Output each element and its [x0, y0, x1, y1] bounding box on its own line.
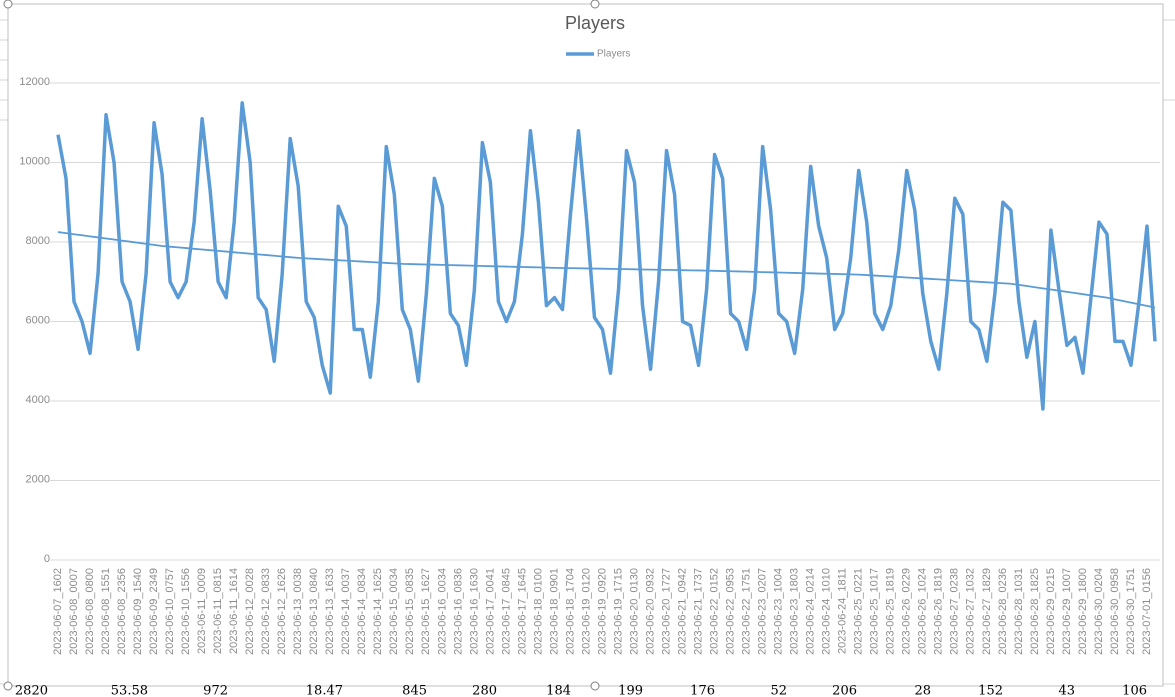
resize-handles	[3, 0, 600, 691]
sheet-cell: 845	[402, 684, 427, 697]
x-tick-label: 2023-06-17_0041	[484, 568, 496, 655]
x-tick-label: 2023-06-17_0845	[500, 568, 512, 655]
x-tick-label: 2023-06-30_0204	[1093, 568, 1105, 655]
x-tick-label: 2023-06-15_0034	[388, 568, 400, 655]
x-tick-label: 2023-06-29_1007	[1061, 568, 1073, 655]
x-tick-label: 2023-06-12_0833	[260, 568, 272, 655]
x-tick-label: 2023-06-11_1614	[228, 568, 240, 654]
sheet-cell: 43	[1058, 684, 1075, 697]
x-tick-label: 2023-06-13_0038	[292, 568, 304, 655]
x-tick-label: 2023-06-07_1602	[52, 568, 64, 655]
x-tick-label: 2023-06-24_0214	[805, 568, 817, 655]
sheet-cell: 280	[472, 684, 497, 697]
y-tick-label: 4000	[26, 394, 50, 406]
sheet-cell: 972	[203, 684, 228, 697]
y-tick-label: 6000	[26, 314, 50, 326]
x-tick-label: 2023-06-30_0958	[1109, 568, 1121, 655]
x-tick-label: 2023-06-08_0007	[68, 568, 80, 655]
sheet-cell: 18.47	[306, 684, 343, 697]
x-tick-label: 2023-06-23_0207	[757, 568, 769, 655]
x-tick-label: 2023-06-23_1803	[789, 568, 801, 655]
y-tick-label: 8000	[26, 235, 50, 247]
x-tick-label: 2023-06-10_0757	[164, 568, 176, 655]
x-tick-label: 2023-06-08_1551	[100, 568, 112, 655]
x-tick-label: 2023-06-22_0953	[725, 568, 737, 655]
chart-area[interactable]	[7, 3, 1164, 687]
x-tick-label: 2023-06-30_1751	[1125, 568, 1137, 655]
x-tick-label: 2023-06-29_1800	[1077, 568, 1089, 655]
sheet-cell: 52	[770, 684, 787, 697]
x-tick-label: 2023-07-01_0156	[1141, 568, 1153, 655]
x-tick-label: 2023-06-12_1626	[276, 568, 288, 655]
x-tick-label: 2023-06-22_1751	[741, 568, 753, 655]
x-tick-label: 2023-06-14_1625	[372, 568, 384, 655]
x-tick-label: 2023-06-24_1811	[837, 568, 849, 654]
x-tick-label: 2023-06-27_0238	[949, 568, 961, 655]
x-tick-label: 2023-06-26_1024	[917, 568, 929, 655]
sheet-cell: 199	[618, 684, 643, 697]
x-tick-label: 2023-06-20_0932	[644, 568, 656, 655]
x-tick-label: 2023-06-12_0028	[244, 568, 256, 655]
x-tick-label: 2023-06-24_1010	[821, 568, 833, 655]
x-tick-label: 2023-06-11_0815	[212, 568, 224, 654]
x-tick-label: 2023-06-26_0229	[901, 568, 913, 655]
sheet-cell: 152	[978, 684, 1003, 697]
x-tick-label: 2023-06-15_1627	[420, 568, 432, 655]
x-tick-label: 2023-06-25_1819	[885, 568, 897, 655]
sheet-cell: 206	[832, 684, 857, 697]
y-tick-label: 10000	[19, 155, 50, 167]
x-tick-label: 2023-06-15_0835	[404, 568, 416, 655]
x-tick-label: 2023-06-28_1031	[1013, 568, 1025, 655]
sheet-cell: 176	[690, 684, 715, 697]
sheet-cell: 184	[546, 684, 571, 697]
y-tick-label: 0	[44, 553, 50, 565]
x-tick-label: 2023-06-29_0215	[1045, 568, 1057, 655]
x-tick-label: 2023-06-25_1017	[869, 568, 881, 655]
x-tick-label: 2023-06-21_1737	[692, 568, 704, 655]
y-tick-label: 2000	[26, 473, 50, 485]
x-tick-label: 2023-06-19_0920	[596, 568, 608, 655]
sheet-cell: 106	[1122, 684, 1147, 697]
x-tick-label: 2023-06-28_1825	[1029, 568, 1041, 655]
x-tick-label: 2023-06-09_2349	[148, 568, 160, 655]
x-tick-label: 2023-06-27_1829	[981, 568, 993, 655]
sheet-cell: 53.58	[111, 684, 148, 697]
x-tick-label: 2023-06-25_0221	[853, 568, 865, 655]
x-tick-label: 2023-06-19_0120	[580, 568, 592, 655]
x-tick-label: 2023-06-18_1704	[564, 568, 576, 655]
x-tick-label: 2023-06-21_0942	[676, 568, 688, 655]
trendline	[57, 231, 1156, 309]
x-tick-label: 2023-06-16_0836	[452, 568, 464, 655]
x-tick-label: 2023-06-22_0152	[709, 568, 721, 655]
x-tick-label: 2023-06-14_0834	[356, 568, 368, 655]
x-tick-label: 2023-06-19_1715	[612, 568, 624, 655]
x-tick-label: 2023-06-28_0236	[997, 568, 1009, 655]
x-tick-label: 2023-06-27_1032	[965, 568, 977, 655]
x-tick-label: 2023-06-10_1556	[180, 568, 192, 655]
x-tick-label: 2023-06-14_0037	[340, 568, 352, 655]
x-tick-label: 2023-06-08_2356	[116, 568, 128, 655]
x-tick-label: 2023-06-13_0840	[308, 568, 320, 655]
x-tick-label: 2023-06-13_1633	[324, 568, 336, 655]
x-tick-label: 2023-06-08_0800	[84, 568, 96, 655]
x-tick-label: 2023-06-09_1540	[132, 568, 144, 655]
x-tick-label: 2023-06-18_0901	[548, 568, 560, 655]
x-tick-label: 2023-06-20_1727	[660, 568, 672, 655]
x-tick-label: 2023-06-23_1004	[773, 568, 785, 655]
x-tick-label: 2023-06-17_1645	[516, 568, 528, 655]
x-tick-label: 2023-06-26_1819	[933, 568, 945, 655]
x-tick-label: 2023-06-16_1630	[468, 568, 480, 655]
x-tick-label: 2023-06-20_0130	[628, 568, 640, 655]
sheet-cell: 28	[914, 684, 931, 697]
sheet-cell: 2820	[15, 684, 48, 697]
legend-label: Players	[597, 49, 630, 60]
data-line	[56, 101, 1157, 411]
x-tick-label: 2023-06-11_0009	[196, 568, 208, 654]
y-tick-label: 12000	[19, 76, 50, 88]
x-tick-label: 2023-06-18_0100	[532, 568, 544, 655]
x-tick-label: 2023-06-16_0034	[436, 568, 448, 655]
chart-title: Players	[565, 13, 625, 33]
